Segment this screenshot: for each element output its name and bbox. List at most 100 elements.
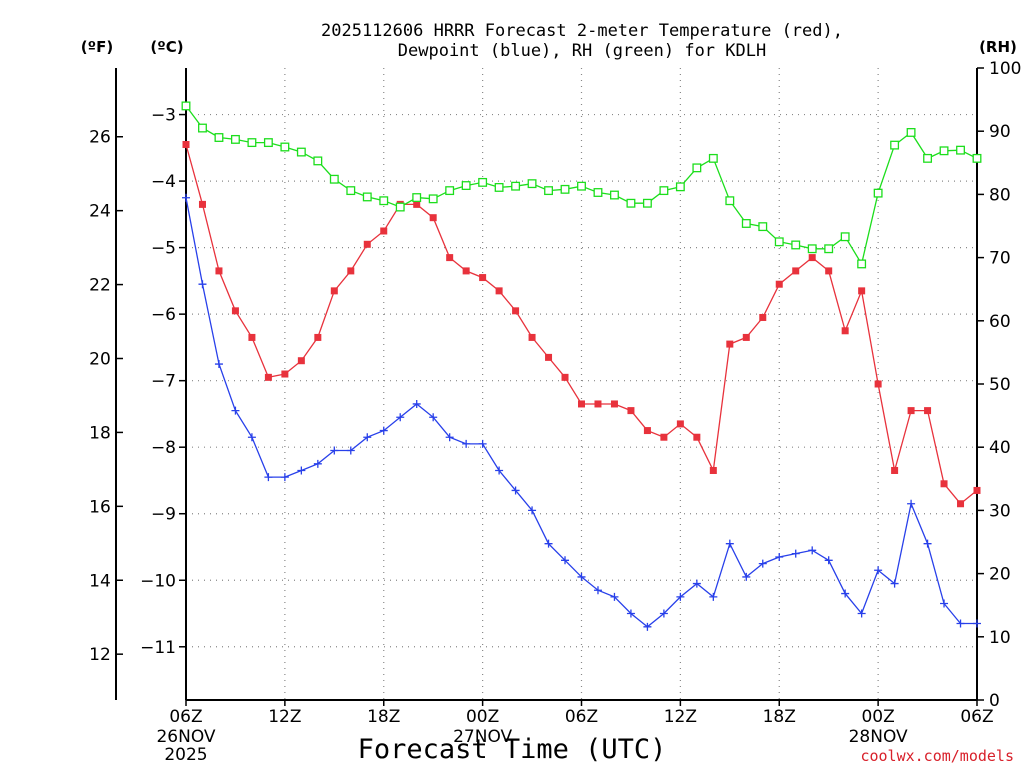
- dewpoint-point: [725, 539, 734, 548]
- dewpoint-point: [412, 399, 421, 408]
- dewpoint-point: [182, 193, 190, 202]
- temperature-point: [198, 200, 206, 208]
- rh-point: [758, 222, 768, 232]
- temperature-point: [627, 407, 635, 415]
- celsius-tick-label: −8: [151, 438, 176, 458]
- rh-point: [445, 186, 455, 196]
- watermark: coolwx.com/models: [860, 747, 1014, 765]
- rh-tick-label: 90: [989, 122, 1011, 142]
- chart-title-line2: Dewpoint (blue), RH (green) for KDLH: [398, 41, 766, 61]
- fahrenheit-tick-label: 16: [89, 497, 111, 517]
- rh-point: [774, 237, 784, 247]
- rh-point: [873, 188, 883, 198]
- rh-point: [610, 190, 619, 200]
- rh-point: [263, 138, 273, 148]
- x-tick-label: 12Z: [268, 707, 301, 727]
- rh-point: [939, 146, 949, 156]
- dewpoint-point: [313, 459, 322, 468]
- dewpoint-point: [231, 406, 240, 415]
- temperature-point: [479, 274, 487, 282]
- dewpoint-point: [495, 466, 504, 475]
- dewpoint-point: [610, 592, 619, 601]
- temperature-point: [462, 267, 470, 275]
- celsius-tick-label: −7: [151, 372, 176, 392]
- rh-point: [642, 198, 652, 208]
- dewpoint-point: [379, 426, 388, 435]
- rh-point: [379, 196, 389, 206]
- rh-point: [230, 134, 240, 144]
- temperature-point: [643, 427, 651, 435]
- fahrenheit-unit-label: (ºF): [81, 38, 113, 56]
- temperature-point: [347, 267, 355, 275]
- fahrenheit-tick-label: 20: [89, 349, 111, 369]
- temperature-point: [726, 340, 734, 348]
- temperature-point: [446, 254, 454, 262]
- dewpoint-point: [346, 446, 355, 455]
- dewpoint-point: [247, 433, 256, 442]
- dewpoint-point: [330, 446, 339, 455]
- celsius-tick-label: −9: [151, 505, 176, 525]
- dewpoint-point: [528, 506, 537, 515]
- x-tick-label: 06Z: [565, 707, 598, 727]
- rh-point: [725, 196, 735, 206]
- temperature-point: [413, 200, 421, 208]
- temperature-point: [808, 254, 816, 262]
- temperature-point: [792, 267, 800, 275]
- rh-tick-label: 60: [989, 312, 1011, 332]
- temperature-point: [545, 353, 553, 361]
- dewpoint-point: [874, 566, 883, 575]
- rh-point: [956, 145, 965, 155]
- rh-point: [807, 244, 817, 254]
- dewpoint-point: [198, 280, 207, 289]
- rh-point: [461, 181, 471, 191]
- celsius-tick-label: −10: [140, 571, 176, 591]
- temperature-point: [297, 357, 305, 365]
- x-tick-date-label: 28NOV: [849, 727, 908, 747]
- dewpoint-point: [544, 539, 553, 548]
- temperature-point: [775, 280, 783, 288]
- dewpoint-point: [940, 599, 949, 608]
- temperature-point: [841, 327, 849, 335]
- temperature-point: [264, 373, 272, 381]
- fahrenheit-tick-label: 22: [89, 276, 111, 296]
- dewpoint-point: [478, 439, 487, 448]
- celsius-tick-label: −11: [140, 638, 176, 658]
- rh-point: [741, 219, 751, 228]
- x-tick-date-label: 2025: [164, 745, 207, 765]
- celsius-tick-label: −5: [151, 239, 176, 259]
- fahrenheit-tick-label: 12: [89, 645, 111, 665]
- temperature-point: [660, 433, 668, 441]
- dewpoint-point: [824, 556, 833, 565]
- rh-point: [313, 156, 323, 166]
- temperature-point: [709, 466, 717, 474]
- temperature-point: [330, 287, 338, 295]
- dewpoint-point: [907, 499, 916, 508]
- rh-point: [923, 153, 933, 163]
- rh-point: [527, 179, 537, 189]
- rh-point: [329, 174, 339, 184]
- rh-point: [890, 140, 900, 150]
- celsius-tick-label: −4: [151, 172, 176, 192]
- dewpoint-point: [462, 439, 471, 448]
- temperature-point: [693, 433, 701, 441]
- dewpoint-point: [791, 549, 800, 558]
- dewpoint-point: [775, 552, 784, 561]
- dewpoint-point: [593, 586, 602, 595]
- rh-point: [296, 147, 306, 157]
- rh-point: [593, 188, 603, 197]
- celsius-tick-label: −6: [151, 305, 176, 325]
- rh-tick-label: 50: [989, 375, 1011, 395]
- dewpoint-point: [577, 572, 586, 581]
- temperature-point: [512, 307, 520, 315]
- fahrenheit-tick-label: 14: [89, 571, 111, 591]
- rh-point: [675, 182, 685, 192]
- rh-point: [198, 123, 207, 133]
- x-tick-label: 18Z: [367, 707, 400, 727]
- rh-point: [626, 198, 636, 208]
- dewpoint-point: [923, 539, 932, 548]
- temperature-point: [759, 313, 767, 321]
- temperature-point: [314, 333, 322, 341]
- temperature-point: [215, 267, 223, 275]
